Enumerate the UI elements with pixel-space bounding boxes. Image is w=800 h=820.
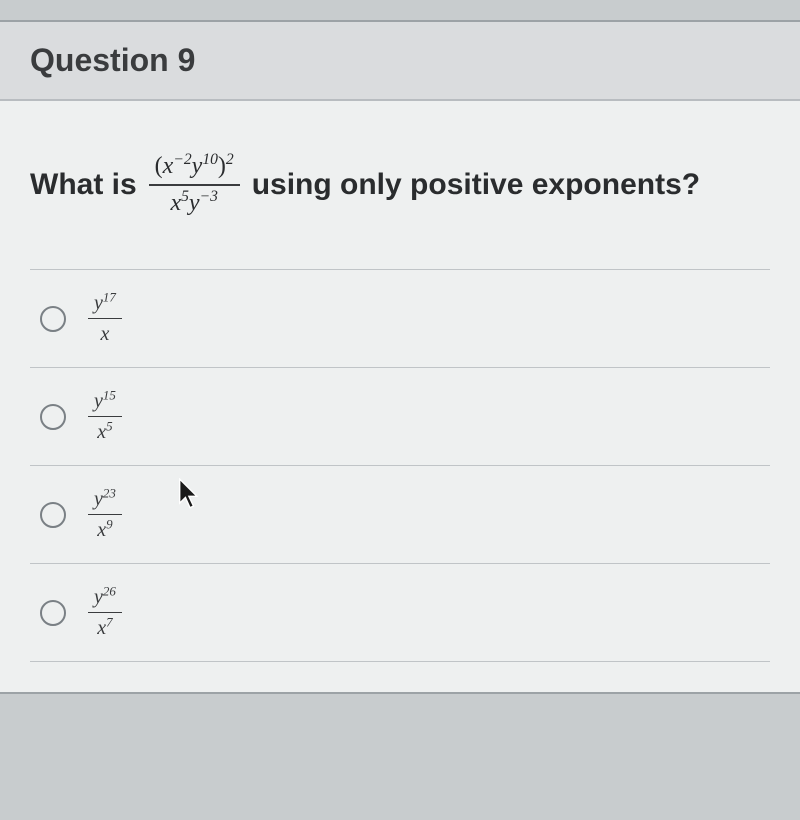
- options-list: y17 x y15 x5 y23 x9: [30, 269, 770, 662]
- option-3-fraction: y23 x9: [88, 486, 122, 543]
- radio-icon[interactable]: [40, 404, 66, 430]
- question-prefix: What is: [30, 168, 137, 202]
- main-numerator: (x−2y10)2: [149, 151, 240, 186]
- question-text: What is (x−2y10)2 x5y−3 using only posit…: [30, 151, 770, 219]
- main-denominator: x5y−3: [164, 186, 223, 219]
- option-2-fraction: y15 x5: [88, 388, 122, 445]
- option-2[interactable]: y15 x5: [30, 368, 770, 466]
- question-header: Question 9: [0, 22, 800, 101]
- question-body: What is (x−2y10)2 x5y−3 using only posit…: [0, 101, 800, 692]
- main-expression-fraction: (x−2y10)2 x5y−3: [149, 151, 240, 219]
- question-suffix: using only positive exponents?: [252, 168, 700, 202]
- radio-icon[interactable]: [40, 502, 66, 528]
- question-title: Question 9: [30, 42, 770, 79]
- option-3[interactable]: y23 x9: [30, 466, 770, 564]
- option-4[interactable]: y26 x7: [30, 564, 770, 662]
- radio-icon[interactable]: [40, 600, 66, 626]
- option-1-fraction: y17 x: [88, 290, 122, 347]
- radio-icon[interactable]: [40, 306, 66, 332]
- quiz-container: Question 9 What is (x−2y10)2 x5y−3 using…: [0, 20, 800, 694]
- option-4-fraction: y26 x7: [88, 584, 122, 641]
- option-1[interactable]: y17 x: [30, 270, 770, 368]
